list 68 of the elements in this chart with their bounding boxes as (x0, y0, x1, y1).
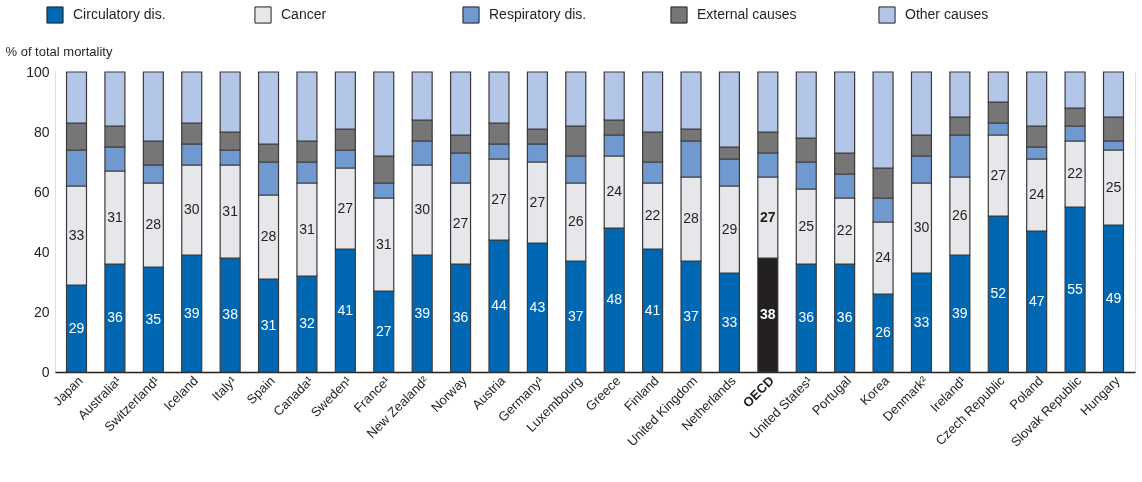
data-label: 26 (952, 207, 968, 223)
data-label: 22 (1067, 165, 1084, 181)
legend-label: Circulatory dis. (73, 6, 166, 22)
y-tick-label: 0 (41, 363, 50, 380)
data-label: 41 (644, 301, 661, 318)
legend-label: Respiratory dis. (489, 6, 587, 22)
data-label: 31 (107, 208, 123, 225)
data-label: 25 (798, 217, 815, 234)
data-label: 35 (145, 310, 162, 327)
legend-label: External causes (697, 6, 797, 22)
data-label: 36 (798, 309, 815, 325)
data-label: 39 (952, 304, 968, 321)
data-label: 30 (913, 219, 930, 235)
data-label: 33 (721, 313, 738, 330)
data-label: 27 (760, 208, 776, 225)
data-label: 24 (875, 249, 892, 265)
data-label: 36 (107, 309, 123, 325)
data-label: 27 (990, 166, 1007, 183)
data-label: 22 (836, 222, 853, 238)
data-label: 38 (760, 306, 776, 322)
y-tick-label: 100 (26, 63, 50, 80)
data-label: 39 (183, 304, 200, 321)
y-axis-title: % of total mortality (5, 43, 113, 59)
data-label: 36 (836, 309, 853, 325)
legend-label: Other causes (905, 6, 989, 22)
data-label: 33 (68, 226, 85, 243)
data-label: 52 (990, 285, 1007, 301)
data-label: 27 (452, 214, 469, 231)
data-label: 29 (721, 220, 738, 237)
data-label: 28 (145, 216, 162, 232)
data-label: 31 (375, 235, 392, 252)
data-label: 25 (1105, 178, 1122, 195)
y-tick-label: 20 (33, 303, 50, 320)
data-label: 24 (606, 183, 623, 199)
data-label: 43 (529, 298, 546, 315)
data-label: 47 (1028, 292, 1045, 309)
data-label: 27 (337, 199, 354, 216)
data-label: 24 (1028, 186, 1045, 202)
data-label: 37 (568, 307, 584, 324)
data-label: 36 (452, 309, 469, 325)
data-label: 31 (260, 316, 277, 333)
data-label: 28 (260, 228, 277, 244)
data-label: 27 (375, 322, 392, 339)
data-label: 37 (683, 307, 700, 324)
y-tick-label: 60 (33, 183, 50, 200)
y-tick-label: 80 (33, 123, 50, 140)
data-label: 32 (299, 315, 315, 331)
data-label: 55 (1067, 280, 1084, 297)
y-tick-label: 40 (33, 243, 50, 260)
data-label: 31 (299, 220, 315, 237)
data-label: 39 (414, 304, 431, 321)
data-label: 33 (913, 313, 930, 330)
data-label: 28 (683, 210, 700, 226)
data-label: 30 (183, 201, 200, 217)
data-label: 31 (222, 202, 239, 219)
data-label: 41 (337, 301, 354, 318)
data-label: 27 (529, 193, 546, 210)
data-label: 30 (414, 201, 431, 217)
data-label: 22 (644, 207, 661, 223)
legend-label: Cancer (281, 6, 327, 22)
data-label: 27 (491, 190, 507, 207)
data-label: 48 (606, 291, 623, 307)
data-label: 26 (875, 324, 892, 340)
data-label: 44 (491, 297, 507, 313)
data-label: 29 (68, 319, 85, 336)
data-label: 26 (568, 213, 584, 229)
data-label: 38 (222, 306, 239, 322)
data-label: 49 (1105, 289, 1122, 306)
